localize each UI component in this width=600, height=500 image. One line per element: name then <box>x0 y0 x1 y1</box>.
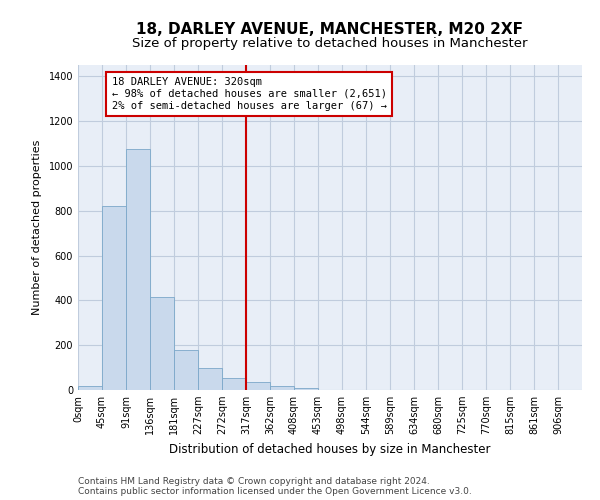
Bar <box>150 297 174 390</box>
Bar <box>102 206 126 390</box>
Text: Size of property relative to detached houses in Manchester: Size of property relative to detached ho… <box>132 38 528 51</box>
Bar <box>222 378 246 390</box>
X-axis label: Distribution of detached houses by size in Manchester: Distribution of detached houses by size … <box>169 442 491 456</box>
Bar <box>198 368 222 390</box>
Text: 18 DARLEY AVENUE: 320sqm
← 98% of detached houses are smaller (2,651)
2% of semi: 18 DARLEY AVENUE: 320sqm ← 98% of detach… <box>112 78 386 110</box>
Bar <box>174 350 198 390</box>
Y-axis label: Number of detached properties: Number of detached properties <box>32 140 41 315</box>
Text: 18, DARLEY AVENUE, MANCHESTER, M20 2XF: 18, DARLEY AVENUE, MANCHESTER, M20 2XF <box>137 22 523 38</box>
Bar <box>246 382 270 390</box>
Bar <box>126 149 150 390</box>
Bar <box>78 386 102 390</box>
Text: Contains HM Land Registry data © Crown copyright and database right 2024.: Contains HM Land Registry data © Crown c… <box>78 478 430 486</box>
Bar <box>270 386 294 390</box>
Bar <box>294 388 318 390</box>
Text: Contains public sector information licensed under the Open Government Licence v3: Contains public sector information licen… <box>78 488 472 496</box>
